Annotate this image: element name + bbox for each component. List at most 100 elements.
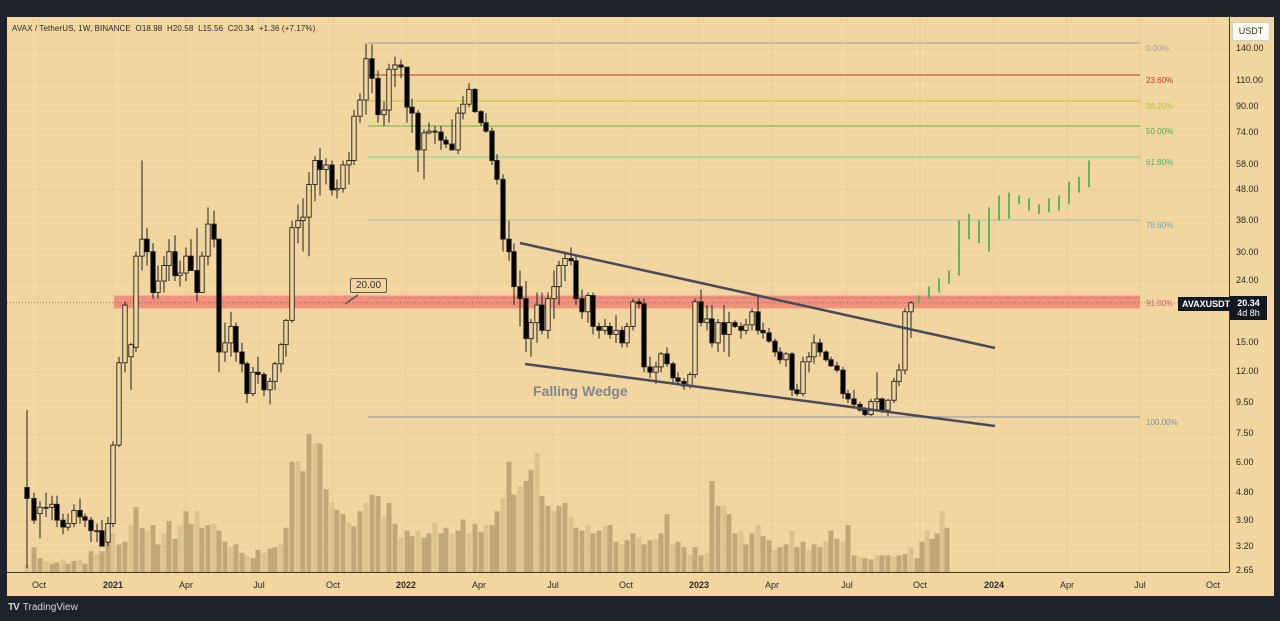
wedge-upper-line — [519, 241, 996, 350]
candle-up — [312, 160, 318, 185]
candle-up — [455, 112, 461, 151]
volume-bar — [704, 552, 710, 572]
candle-up — [528, 322, 534, 340]
candle-down — [88, 519, 94, 532]
time-tick-label: Oct — [31, 580, 47, 590]
candle-up — [278, 344, 284, 365]
candle-up — [800, 361, 806, 395]
volume-bar — [738, 530, 744, 572]
footer-brand[interactable]: TV TradingView — [8, 602, 78, 613]
volume-bar — [692, 547, 698, 572]
candle-up — [205, 223, 211, 257]
volume-bar — [681, 547, 687, 572]
candle-up — [155, 280, 161, 293]
candle-up — [139, 238, 145, 257]
candle-up — [183, 255, 189, 274]
volume-bar — [432, 522, 438, 572]
pattern-label[interactable]: Falling Wedge — [533, 383, 628, 399]
candle-up — [726, 322, 732, 335]
volume-bar — [426, 533, 432, 572]
price-callout[interactable]: 20.00 — [350, 278, 388, 293]
volume-bar — [133, 507, 139, 572]
volume-bar — [205, 525, 211, 572]
volume-bar — [823, 541, 829, 572]
price-tick-label: 3.90 — [1236, 515, 1254, 525]
last-price-tag: 20.34 4d 8h — [1230, 296, 1267, 320]
candle-down — [194, 270, 200, 293]
volume-bar — [357, 511, 363, 572]
candle-up — [323, 164, 329, 171]
candle-up — [704, 318, 710, 324]
candle-down — [766, 332, 772, 342]
candle-up — [267, 380, 273, 391]
bar-countdown: 4d 8h — [1237, 308, 1260, 318]
candle-down — [404, 66, 410, 108]
volume-bar — [845, 525, 851, 572]
candle-up — [65, 523, 71, 528]
callout-pointer — [344, 294, 359, 305]
last-price: 20.34 — [1237, 298, 1260, 308]
time-tick-label: Oct — [325, 580, 341, 590]
volume-bar — [128, 525, 134, 572]
candle-up — [351, 115, 357, 161]
volume-bar — [939, 511, 945, 572]
candle-down — [789, 353, 795, 391]
time-tick-label: Jul — [841, 580, 853, 590]
candle-up — [585, 295, 591, 313]
volume-bar — [545, 505, 551, 572]
candle-up — [460, 103, 466, 114]
volume-bar — [421, 537, 427, 572]
volume-bar — [289, 461, 295, 572]
candle-down — [862, 409, 868, 416]
wedge-lower-line — [524, 362, 996, 428]
volume-bar — [862, 558, 868, 572]
price-tick-label: 90.00 — [1236, 101, 1259, 111]
candle-down — [409, 106, 415, 114]
volume-bar — [590, 533, 596, 572]
candle-down — [834, 365, 840, 371]
candle-down — [82, 516, 88, 521]
volume-bar — [24, 565, 30, 572]
candle-down — [188, 255, 194, 271]
volume-bar — [82, 563, 88, 572]
candle-down — [517, 286, 523, 300]
volume-bar — [517, 486, 523, 572]
time-tick-label: Oct — [912, 580, 928, 590]
volume-bar — [658, 533, 664, 572]
volume-bar — [155, 544, 161, 572]
candle-up — [806, 356, 812, 363]
candle-up — [386, 68, 392, 111]
volume-bar — [77, 559, 83, 572]
candle-up — [295, 220, 301, 229]
candle-down — [794, 389, 800, 395]
candle-down — [596, 325, 602, 331]
currency-button[interactable]: USDT — [1232, 22, 1270, 41]
volume-bar — [94, 554, 100, 572]
volume-bar — [139, 527, 145, 572]
legend-open: O18.98 — [135, 24, 163, 33]
volume-bar — [602, 526, 608, 572]
candle-up — [357, 99, 363, 117]
volume-bar — [363, 503, 369, 572]
candle-up — [630, 301, 636, 327]
volume-bar — [828, 530, 834, 572]
volume-bar — [647, 540, 653, 572]
candle-down — [845, 393, 851, 400]
volume-bar — [562, 503, 568, 572]
candle-down — [478, 111, 484, 124]
candle-up — [868, 401, 874, 416]
candle-up — [421, 132, 427, 151]
time-axis[interactable] — [7, 572, 1229, 597]
candle-up — [340, 164, 346, 189]
price-axis[interactable] — [1229, 17, 1275, 572]
volume-bar — [944, 527, 950, 572]
volume-bar — [868, 559, 874, 572]
candle-down — [449, 143, 455, 151]
volume-bar — [267, 548, 273, 572]
candle-up — [783, 353, 789, 361]
candle-up — [116, 362, 122, 446]
volume-bar — [43, 560, 49, 572]
time-tick-label: Apr — [764, 580, 780, 590]
candle-up — [381, 109, 387, 116]
